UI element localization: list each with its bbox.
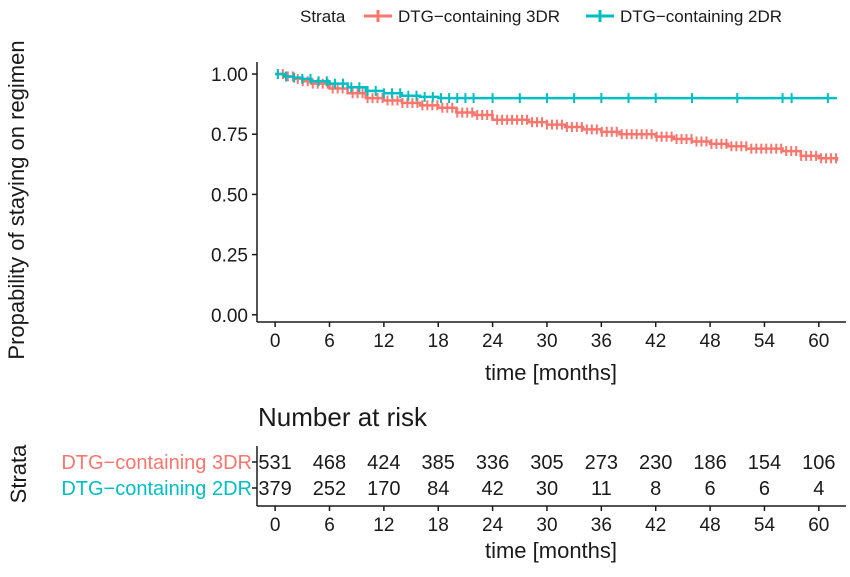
legend-entry-3dr: DTG−containing 3DR [398,7,560,26]
risk-value: 230 [639,452,672,474]
risk-x-tick-label: 0 [270,515,281,536]
risk-value: 170 [367,478,400,500]
x-tick-label: 60 [808,331,829,352]
risk-value: 8 [650,478,661,500]
risk-x-tick-label: 12 [373,515,394,536]
x-ticks: 0 6 12 18 24 30 36 42 48 54 60 [270,322,829,352]
risk-value: 11 [591,478,612,500]
risk-value: 273 [585,452,618,474]
x-tick-label: 6 [324,331,335,352]
y-tick-label: 0.25 [211,246,248,267]
risk-value: 42 [481,478,503,500]
risk-value: 4 [813,478,824,500]
risk-value: 531 [258,452,291,474]
risk-value: 154 [748,452,781,474]
risk-x-tick-label: 48 [700,515,721,536]
risk-value: 30 [536,478,558,500]
risk-x-tick-label: 54 [754,515,776,536]
x-tick-label: 24 [482,331,504,352]
risk-value: 84 [427,478,449,500]
x-tick-label: 0 [270,331,281,352]
risk-x-tick-label: 42 [645,515,666,536]
risk-value: 6 [705,478,716,500]
series-layer [275,69,839,164]
x-tick-label: 48 [700,331,721,352]
risk-value: 6 [759,478,770,500]
x-tick-label: 54 [754,331,776,352]
y-axis-label: Propability of staying on regimen [4,40,29,359]
risk-x-tick-label: 18 [428,515,449,536]
x-tick-label: 30 [536,331,557,352]
legend-title: Strata [300,7,346,26]
x-tick-label: 18 [428,331,449,352]
risk-strata-label: Strata [6,444,31,503]
risk-value: 106 [802,452,835,474]
legend-entry-2dr: DTG−containing 2DR [620,7,782,26]
risk-x-tick-label: 24 [482,515,504,536]
risk-value: 468 [313,452,346,474]
x-tick-label: 42 [645,331,666,352]
risk-row-label-2dr: DTG−containing 2DR [61,478,252,500]
risk-value: 252 [313,478,346,500]
legend: Strata DTG−containing 3DR DTG−containing… [300,7,782,26]
risk-x-tick-label: 60 [808,515,829,536]
x-tick-label: 12 [373,331,394,352]
y-ticks: 0.00 0.25 0.50 0.75 1.00 [211,65,257,327]
x-tick-label: 36 [591,331,612,352]
y-tick-label: 0.75 [211,125,248,146]
risk-value: 379 [258,478,291,500]
risk-x-tick-label: 36 [591,515,612,536]
x-axis-label: time [months] [485,360,617,385]
risk-x-axis-label: time [months] [485,538,617,563]
risk-x-tick-label: 30 [536,515,557,536]
risk-value: 336 [476,452,509,474]
y-tick-label: 0.00 [211,306,248,327]
y-tick-label: 1.00 [211,65,248,86]
risk-value: 424 [367,452,400,474]
risk-x-tick-label: 6 [324,515,335,536]
risk-value: 305 [530,452,563,474]
risk-row-label-3dr: DTG−containing 3DR [61,452,252,474]
risk-value: 186 [693,452,726,474]
risk-value: 385 [422,452,455,474]
risk-table-title: Number at risk [258,402,428,432]
risk-x-ticks: 0 6 12 18 24 30 36 42 48 54 60 [270,506,829,536]
y-tick-label: 0.50 [211,185,248,206]
